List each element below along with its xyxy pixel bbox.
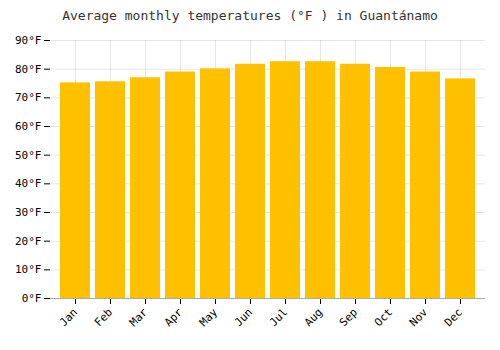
svg-text:Jul: Jul bbox=[267, 306, 290, 329]
svg-text:Mar: Mar bbox=[127, 305, 151, 329]
svg-text:60°F: 60°F bbox=[15, 120, 42, 133]
svg-text:Aug: Aug bbox=[302, 306, 325, 329]
svg-text:50°F: 50°F bbox=[15, 149, 42, 162]
svg-text:Dec: Dec bbox=[442, 306, 465, 329]
svg-text:20°F: 20°F bbox=[15, 235, 42, 248]
svg-text:Jun: Jun bbox=[232, 306, 255, 329]
svg-text:Apr: Apr bbox=[162, 305, 186, 329]
svg-text:30°F: 30°F bbox=[15, 206, 42, 219]
svg-text:80°F: 80°F bbox=[15, 63, 42, 76]
svg-text:90°F: 90°F bbox=[15, 34, 42, 47]
svg-text:Jan: Jan bbox=[57, 306, 80, 329]
svg-text:Oct: Oct bbox=[372, 306, 395, 329]
svg-text:0°F: 0°F bbox=[22, 292, 42, 305]
svg-text:Feb: Feb bbox=[92, 306, 115, 329]
svg-text:Nov: Nov bbox=[407, 305, 431, 329]
svg-text:Sep: Sep bbox=[337, 306, 360, 329]
html-text:Average monthly temperatures (: Average monthly temperatures (°F ) in Gu… bbox=[62, 8, 438, 23]
svg-text:10°F: 10°F bbox=[15, 263, 42, 276]
svg-text:70°F: 70°F bbox=[15, 91, 42, 104]
svg-text:40°F: 40°F bbox=[15, 177, 42, 190]
svg-text:May: May bbox=[197, 305, 221, 329]
